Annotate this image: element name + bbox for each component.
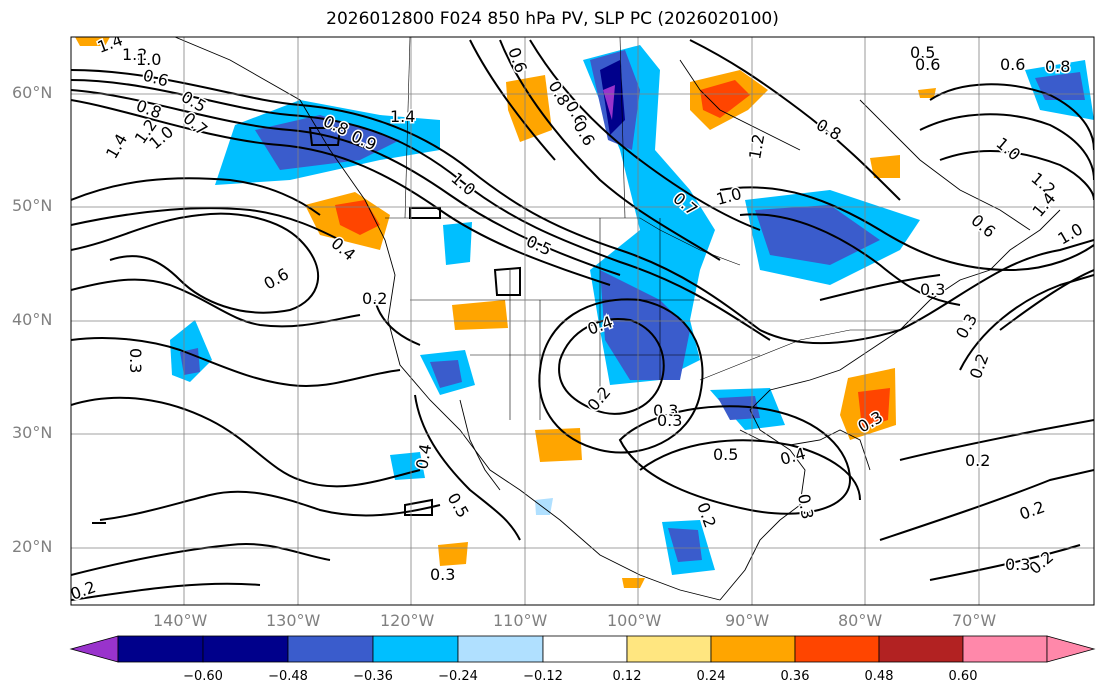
contour-label: 0.3 <box>1005 555 1030 574</box>
contour-label: 1.4 <box>390 107 415 126</box>
colorbar-tick: −0.24 <box>438 669 478 684</box>
coastlines <box>174 37 1061 601</box>
lon-label-130w: 130°W <box>266 611 321 630</box>
lat-label-60n: 60°N <box>12 83 53 102</box>
colorbar-tick: −0.36 <box>353 669 393 684</box>
lon-label-120w: 120°W <box>380 611 435 630</box>
contour-label: 0.3 <box>657 411 682 430</box>
contour-label: 0.3 <box>126 348 145 373</box>
contour-label: 0.2 <box>965 451 990 470</box>
contour-label: 0.6 <box>915 55 940 74</box>
colorbar <box>69 635 1096 663</box>
lat-label-30n: 30°N <box>12 423 53 442</box>
slp-contours <box>71 39 1094 601</box>
lon-label-100w: 100°W <box>607 611 662 630</box>
contour-label: 0.4 <box>412 442 435 470</box>
contour-label: 1.2 <box>122 45 147 64</box>
contour-label: 0.6 <box>1000 55 1025 74</box>
lon-label-110w: 110°W <box>493 611 548 630</box>
contour-label: 0.5 <box>713 445 738 464</box>
contour-label: 0.8 <box>1045 57 1070 76</box>
map-title: 2026012800 F024 850 hPa PV, SLP PC (2026… <box>326 9 779 29</box>
lon-label-80w: 80°W <box>838 611 883 630</box>
contour-label: 0.3 <box>430 565 455 584</box>
contour-label: 0.3 <box>794 492 817 520</box>
lon-label-70w: 70°W <box>952 611 997 630</box>
colorbar-tick: −0.12 <box>523 669 563 684</box>
lat-label-20n: 20°N <box>12 537 53 556</box>
colorbar-tick: −0.48 <box>268 669 308 684</box>
colorbar-tick: 0.60 <box>948 669 978 684</box>
lon-label-140w: 140°W <box>153 611 208 630</box>
colorbar-tick: 0.24 <box>696 669 726 684</box>
lon-label-90w: 90°W <box>725 611 770 630</box>
lat-label-40n: 40°N <box>12 310 53 329</box>
contour-label: 1.0 <box>136 50 161 69</box>
contour-label: 0.3 <box>920 280 945 299</box>
colorbar-tick: 0.48 <box>864 669 894 684</box>
colorbar-tick: 0.12 <box>612 669 642 684</box>
colorbar-tick: −0.60 <box>183 669 223 684</box>
graticule <box>71 37 1094 605</box>
contour-label: 0.5 <box>910 43 935 62</box>
contour-label: 0.2 <box>362 289 387 308</box>
colorbar-tick: 0.36 <box>780 669 810 684</box>
lat-label-50n: 50°N <box>12 196 53 215</box>
contour-label: 0.3 <box>653 401 678 420</box>
